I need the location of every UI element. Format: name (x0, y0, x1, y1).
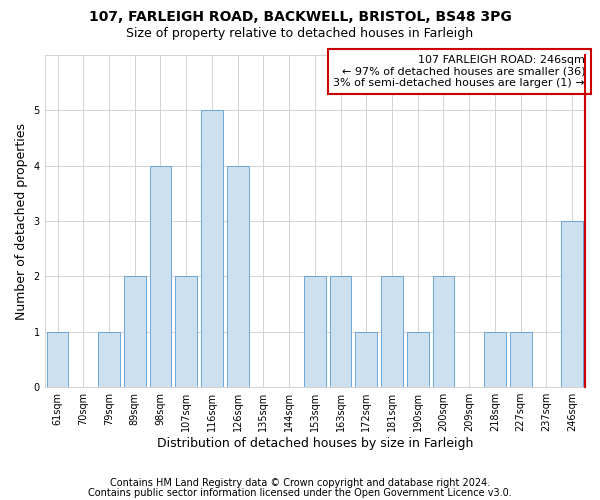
Text: Size of property relative to detached houses in Farleigh: Size of property relative to detached ho… (127, 28, 473, 40)
Bar (175, 276, 197, 387)
Bar (561, 221, 583, 387)
Y-axis label: Number of detached properties: Number of detached properties (15, 122, 28, 320)
Bar (124, 276, 146, 387)
Bar (381, 276, 403, 387)
Bar (98, 332, 120, 387)
Text: 107, FARLEIGH ROAD, BACKWELL, BRISTOL, BS48 3PG: 107, FARLEIGH ROAD, BACKWELL, BRISTOL, B… (89, 10, 511, 24)
Text: 107 FARLEIGH ROAD: 246sqm
← 97% of detached houses are smaller (36)
3% of semi-d: 107 FARLEIGH ROAD: 246sqm ← 97% of detac… (334, 55, 585, 88)
Bar (355, 332, 377, 387)
Bar (484, 332, 506, 387)
Text: Contains public sector information licensed under the Open Government Licence v3: Contains public sector information licen… (88, 488, 512, 498)
Bar (201, 110, 223, 387)
Bar (510, 332, 532, 387)
X-axis label: Distribution of detached houses by size in Farleigh: Distribution of detached houses by size … (157, 437, 473, 450)
Bar (149, 166, 172, 387)
Bar (304, 276, 326, 387)
Bar (433, 276, 454, 387)
Bar (47, 332, 68, 387)
Bar (407, 332, 428, 387)
Bar (329, 276, 352, 387)
Bar (227, 166, 248, 387)
Text: Contains HM Land Registry data © Crown copyright and database right 2024.: Contains HM Land Registry data © Crown c… (110, 478, 490, 488)
